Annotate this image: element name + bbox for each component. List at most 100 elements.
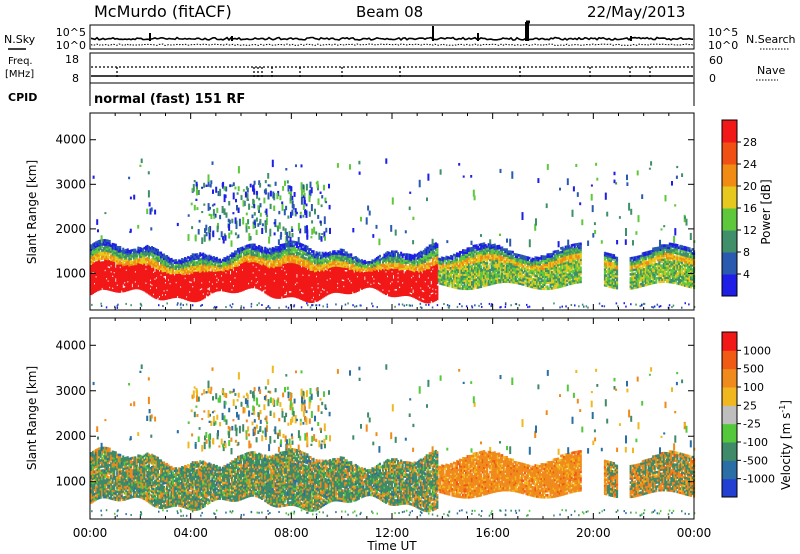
power-cell bbox=[227, 278, 230, 281]
power-cell bbox=[309, 282, 312, 285]
power-cell bbox=[345, 261, 348, 265]
power-cell bbox=[265, 279, 268, 283]
power-cell bbox=[285, 251, 288, 254]
power-cell bbox=[292, 256, 295, 260]
power-cell bbox=[303, 282, 306, 286]
power-cell bbox=[280, 289, 283, 293]
power-cell bbox=[173, 295, 176, 299]
power-cell bbox=[203, 291, 206, 295]
power-cell bbox=[191, 259, 194, 262]
power-cell bbox=[246, 274, 249, 278]
power-cell bbox=[153, 253, 156, 257]
power-cell bbox=[250, 259, 253, 263]
power-cell bbox=[286, 284, 289, 288]
power-cell bbox=[196, 265, 199, 268]
power-cell bbox=[353, 264, 356, 268]
power-cell bbox=[194, 257, 197, 260]
power-cell bbox=[332, 278, 335, 282]
power-cell bbox=[403, 291, 406, 294]
power-cell bbox=[400, 275, 403, 279]
power-cell bbox=[143, 259, 146, 262]
power-cell bbox=[232, 276, 235, 280]
power-cell bbox=[238, 277, 241, 281]
power-cell bbox=[184, 289, 187, 292]
power-cell bbox=[152, 259, 155, 262]
power-cell bbox=[227, 262, 230, 265]
power-cell bbox=[289, 262, 292, 266]
power-cell bbox=[205, 268, 208, 272]
power-cell bbox=[351, 281, 354, 284]
power-cell bbox=[270, 276, 273, 280]
power-cell bbox=[202, 262, 205, 266]
power-cell bbox=[309, 288, 312, 291]
power-cell bbox=[181, 266, 184, 269]
power-cell bbox=[389, 274, 392, 277]
power-cell bbox=[288, 274, 291, 278]
power-cell bbox=[144, 245, 147, 249]
power-cell bbox=[163, 283, 166, 287]
power-cell bbox=[283, 249, 286, 252]
power-cell bbox=[279, 258, 282, 261]
power-cell bbox=[339, 258, 342, 262]
power-cell bbox=[152, 285, 155, 288]
power-cell bbox=[206, 293, 209, 297]
power-cell bbox=[237, 260, 240, 263]
power-cell bbox=[297, 254, 300, 257]
power-cell bbox=[230, 272, 233, 276]
power-cell bbox=[116, 272, 119, 275]
power-cell bbox=[246, 248, 249, 252]
power-cell bbox=[99, 257, 102, 261]
power-cell bbox=[95, 287, 98, 291]
power-cell bbox=[247, 254, 250, 257]
power-cell bbox=[288, 268, 291, 272]
power-cell bbox=[335, 280, 338, 283]
power-cell bbox=[267, 260, 270, 264]
power-cell bbox=[320, 254, 323, 258]
power-cell bbox=[372, 259, 375, 263]
power-cell bbox=[146, 289, 149, 292]
power-cell bbox=[400, 269, 403, 273]
power-cell bbox=[329, 253, 332, 256]
power-cell bbox=[401, 283, 404, 287]
power-cell bbox=[372, 271, 375, 275]
power-cell bbox=[190, 287, 193, 290]
power-cell bbox=[96, 248, 99, 252]
power-cell bbox=[237, 256, 240, 259]
power-cell bbox=[374, 282, 377, 285]
power-cell bbox=[294, 287, 297, 290]
power-cell bbox=[90, 282, 93, 286]
power-cell bbox=[388, 261, 391, 265]
power-cell bbox=[181, 282, 184, 285]
power-cell bbox=[223, 259, 226, 262]
power-cell bbox=[152, 283, 155, 286]
power-cell bbox=[403, 283, 406, 286]
power-cell bbox=[178, 281, 181, 285]
power-cell bbox=[122, 265, 125, 269]
power-cell bbox=[388, 267, 391, 271]
power-cell bbox=[259, 247, 262, 251]
power-cell bbox=[92, 281, 95, 284]
power-cell bbox=[221, 262, 224, 266]
power-cell bbox=[170, 267, 173, 271]
power-cell bbox=[226, 277, 229, 281]
power-cell bbox=[156, 283, 159, 286]
power-cell bbox=[323, 284, 326, 288]
power-cell bbox=[119, 284, 122, 287]
power-cell bbox=[179, 263, 182, 267]
power-cell bbox=[258, 285, 261, 288]
power-cell bbox=[114, 271, 117, 275]
power-cell bbox=[108, 268, 111, 271]
power-cell bbox=[224, 289, 227, 292]
power-cell bbox=[96, 270, 99, 274]
power-cell bbox=[234, 290, 237, 294]
power-cell bbox=[259, 245, 262, 249]
power-cell bbox=[125, 289, 128, 292]
power-cell bbox=[140, 263, 143, 267]
power-cell bbox=[135, 262, 138, 266]
power-cell bbox=[312, 300, 315, 303]
power-cell bbox=[140, 261, 143, 265]
power-cell bbox=[218, 260, 221, 264]
power-cell bbox=[243, 276, 246, 279]
power-cell bbox=[283, 295, 286, 298]
